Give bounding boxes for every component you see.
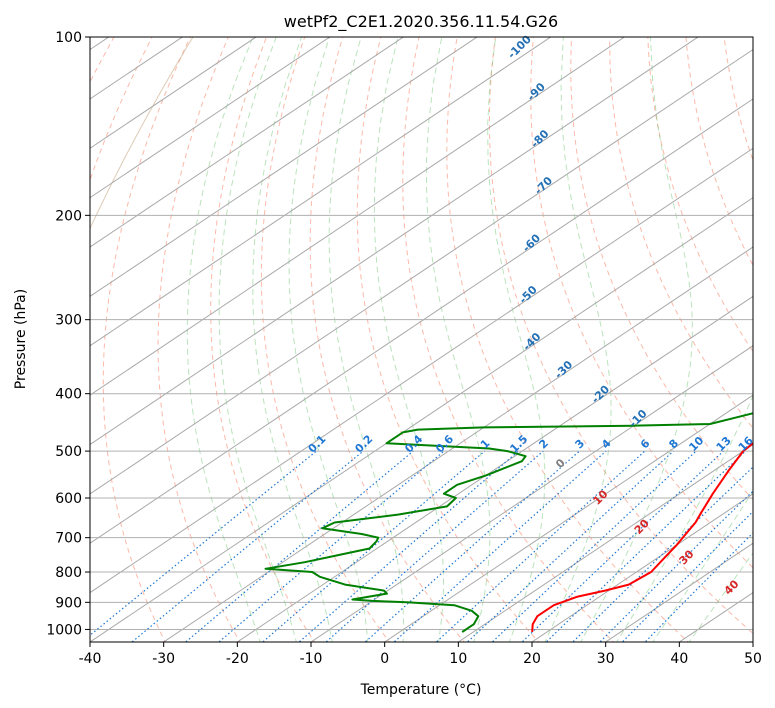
isotherm	[90, 37, 405, 248]
y-tick-label: 800	[55, 565, 82, 581]
x-axis-title: Temperature (°C)	[360, 682, 482, 698]
isotherm	[90, 37, 331, 199]
dry-adiabat	[102, 37, 191, 642]
x-tick-label: -10	[300, 651, 323, 667]
mixing-ratio-line	[521, 450, 724, 642]
dry-adiabat	[210, 37, 316, 642]
mixing-ratio-line	[599, 490, 753, 642]
mixing-ratio-line	[644, 532, 753, 642]
mixing-ratio-line	[90, 450, 317, 637]
mixing-ratio-line	[621, 510, 753, 642]
y-tick-label: 600	[55, 491, 82, 507]
isotherm	[383, 394, 753, 642]
dry-adiabat	[489, 37, 753, 635]
isotherm	[236, 295, 753, 642]
y-tick-label: 400	[55, 387, 82, 403]
moist-adiabat	[580, 37, 693, 642]
dse-curve	[90, 37, 194, 230]
chart-title: wetPf2_C2E1.2020.356.11.54.G26	[284, 12, 558, 32]
isotherm	[90, 197, 753, 642]
mixing-ratio-line	[261, 450, 486, 642]
x-tick-label: 0	[380, 651, 389, 667]
moist-adiabat	[616, 394, 753, 642]
mixing-ratio-line	[131, 450, 364, 642]
dry-adiabat	[647, 37, 753, 353]
x-tick-label: 30	[597, 651, 615, 667]
mixing-ratio-line	[393, 450, 607, 642]
y-tick-label: 1000	[46, 622, 82, 638]
x-tick-label: 50	[744, 651, 762, 667]
x-tick-label: 40	[670, 651, 688, 667]
mixing-ratio-line	[184, 450, 414, 642]
isotherm	[162, 246, 753, 642]
x-tick-label: 10	[449, 651, 467, 667]
y-tick-label: 100	[55, 30, 82, 46]
isotherm	[90, 37, 478, 298]
dry-adiabat	[309, 37, 465, 642]
mixing-ratio-line	[571, 466, 753, 642]
isotherm	[604, 542, 753, 642]
y-tick-label: 200	[55, 208, 82, 224]
dry-adiabat	[685, 37, 753, 267]
mixing-ratio-line	[435, 450, 646, 642]
isotherm	[90, 98, 753, 544]
axes: -40 -30 -20 -10 0 10 20 30 40 50 100 200 300 400 500 60…	[46, 30, 762, 667]
sounding-series	[264, 412, 753, 633]
isotherm	[90, 37, 552, 347]
x-tick-label: -40	[79, 651, 102, 667]
isotherm	[90, 37, 626, 396]
dewpoint-line	[264, 412, 753, 633]
mixing-ratio-line	[218, 450, 445, 642]
isotherm	[457, 443, 753, 642]
mixing-ratio-line	[545, 450, 747, 642]
plot-frame	[89, 36, 754, 643]
isotherm	[90, 147, 753, 594]
dry-adiabat	[530, 37, 753, 569]
y-tick-label: 700	[55, 531, 82, 547]
temperature-line	[531, 442, 753, 633]
dry-adiabat	[609, 37, 753, 429]
y-tick-label: 300	[55, 313, 82, 329]
isotherm	[90, 37, 257, 149]
dry-adiabat	[402, 37, 615, 642]
x-tick-label: 20	[523, 651, 541, 667]
y-tick-label: 900	[55, 595, 82, 611]
moist-adiabat	[544, 37, 612, 642]
y-axis-title: Pressure (hPa)	[13, 289, 29, 389]
isotherm	[90, 48, 753, 495]
background-lines	[90, 37, 753, 642]
x-tick-label: -30	[152, 651, 175, 667]
isotherm	[90, 37, 699, 446]
isotherm	[310, 345, 753, 642]
x-tick-label: -20	[226, 651, 249, 667]
dry-adiabat	[446, 37, 690, 642]
y-tick-label: 500	[55, 444, 82, 460]
